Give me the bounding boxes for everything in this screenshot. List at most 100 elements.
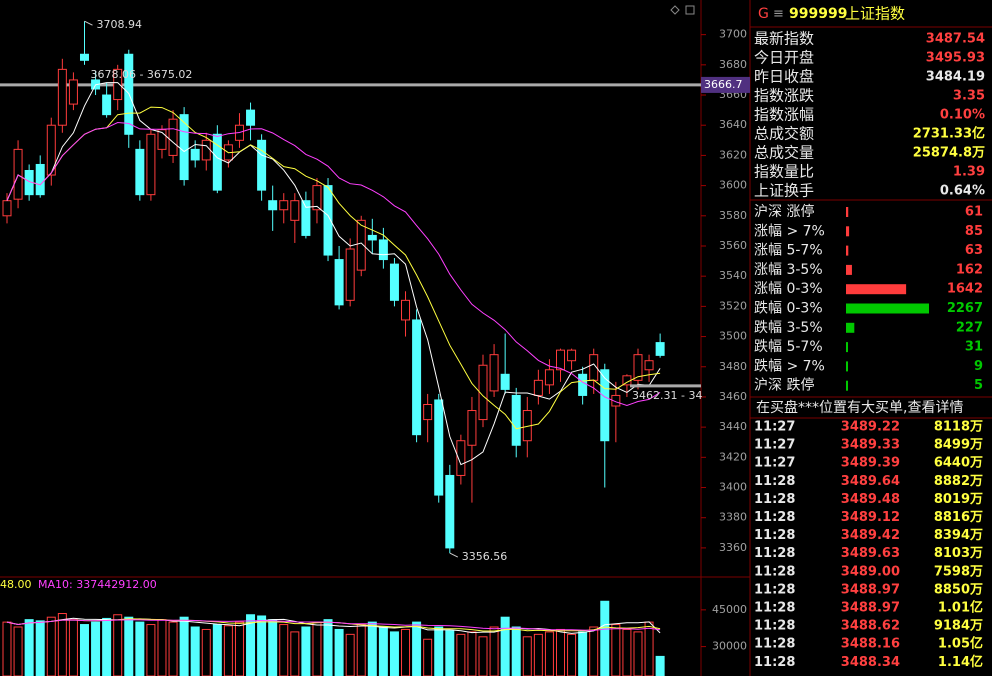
volume-bar	[91, 621, 101, 676]
candle-body	[334, 259, 344, 306]
breadth-value: 227	[956, 320, 983, 335]
trade-time: 11:28	[754, 655, 795, 670]
trade-volume: 8816万	[934, 510, 983, 525]
candle-body	[135, 148, 145, 196]
trade-volume: 8019万	[934, 492, 983, 507]
candle-body	[456, 440, 466, 476]
breadth-bar	[846, 284, 907, 295]
trade-volume: 1.01亿	[938, 600, 983, 616]
ma10-line	[6, 106, 661, 430]
y-tick-label: 3580	[719, 209, 747, 222]
breadth-label: 涨幅 > 7%	[754, 223, 825, 239]
candle-body	[113, 68, 123, 101]
trade-price: 3488.34	[841, 655, 900, 670]
square-icon[interactable]	[685, 5, 695, 15]
volume-ma-label: MA10: 337442912.00	[38, 578, 157, 591]
diamond-icon[interactable]	[670, 5, 680, 15]
breadth-value: 61	[965, 205, 983, 220]
volume-bar	[456, 633, 466, 676]
y-tick-label: 3560	[719, 239, 747, 252]
volume-bar	[24, 619, 34, 676]
candle-body	[423, 403, 433, 421]
volume-bar	[589, 626, 599, 676]
volume-label: 48.00	[0, 578, 32, 591]
breadth-bar	[846, 342, 848, 353]
menu-icon[interactable]: ≡	[773, 7, 784, 22]
candle-body	[312, 185, 322, 211]
candle-body	[644, 360, 654, 371]
breadth-bar	[846, 303, 929, 314]
stat-label: 最新指数	[754, 30, 814, 48]
volume-bar	[168, 621, 178, 676]
reference-label-box	[701, 76, 750, 93]
volume-bar	[13, 626, 23, 676]
trade-time: 11:27	[754, 456, 795, 471]
stat-value: 1.39	[953, 165, 985, 180]
volume-bar	[68, 619, 78, 676]
volume-bar	[334, 628, 344, 676]
trade-time: 11:28	[754, 492, 795, 507]
stat-value: 0.64%	[940, 184, 985, 199]
breadth-value: 5	[974, 378, 983, 393]
volume-bar	[556, 628, 565, 676]
candle-body	[257, 139, 267, 191]
candle-body	[401, 299, 411, 321]
candle-body	[102, 94, 112, 116]
stat-value: 0.10%	[940, 108, 985, 123]
candle-body	[378, 239, 388, 261]
candle-body	[578, 373, 588, 396]
volume-bar	[611, 624, 621, 676]
volume-bar	[234, 621, 244, 676]
candle-body	[201, 139, 211, 161]
breadth-label: 跌幅 0-3%	[754, 301, 823, 317]
candle-body	[367, 234, 377, 241]
trade-price: 3489.64	[841, 474, 900, 489]
range-label: 3678.06 - 3675.02	[90, 68, 192, 81]
stat-label: 总成交量	[754, 144, 814, 162]
trade-time: 11:28	[754, 546, 795, 561]
volume-bar	[578, 631, 588, 676]
volume-bar	[445, 630, 455, 676]
trade-volume: 1.14亿	[938, 654, 983, 670]
candle-body	[389, 263, 399, 301]
notice[interactable]: 在买盘***位置有大买单,查看详情	[756, 399, 963, 416]
candle-body	[567, 349, 577, 362]
y-tick-label: 3380	[719, 511, 747, 524]
trade-time: 11:27	[754, 420, 795, 435]
candle-body	[445, 474, 455, 549]
candle-body	[611, 394, 621, 407]
y-tick-label: 3540	[719, 269, 747, 282]
breadth-value: 31	[965, 340, 983, 355]
volume-bar	[79, 624, 89, 676]
volume-bar	[157, 619, 167, 676]
candle-body	[301, 200, 311, 236]
ma20-line	[6, 121, 661, 407]
breadth-label: 涨幅 0-3%	[754, 281, 823, 297]
volume-tick-label: 30000	[712, 640, 747, 653]
volume-ma20-line	[6, 619, 661, 631]
candle-body	[79, 53, 89, 61]
candle-body	[46, 124, 56, 176]
breadth-label: 涨幅 3-5%	[754, 262, 823, 278]
candle-body	[279, 200, 289, 211]
trade-price: 3489.39	[841, 456, 900, 471]
trade-time: 11:28	[754, 564, 795, 579]
trade-time: 11:28	[754, 619, 795, 634]
candle-body	[345, 248, 355, 301]
candle-body	[35, 163, 45, 196]
volume-bar	[522, 636, 532, 676]
volume-bar	[113, 614, 123, 676]
breadth-value: 63	[965, 243, 983, 258]
breadth-bar	[846, 245, 849, 256]
breadth-bar	[846, 207, 849, 217]
volume-tick-label: 45000	[712, 603, 747, 616]
breadth-label: 跌幅 5-7%	[754, 339, 823, 355]
stat-value: 2731.33亿	[913, 126, 985, 142]
candle-body	[2, 200, 12, 217]
volume-bar	[423, 638, 433, 676]
candle-body	[478, 364, 488, 421]
trade-volume: 9184万	[934, 619, 983, 634]
trade-volume: 6440万	[934, 456, 983, 471]
stat-value: 3495.93	[926, 51, 985, 66]
